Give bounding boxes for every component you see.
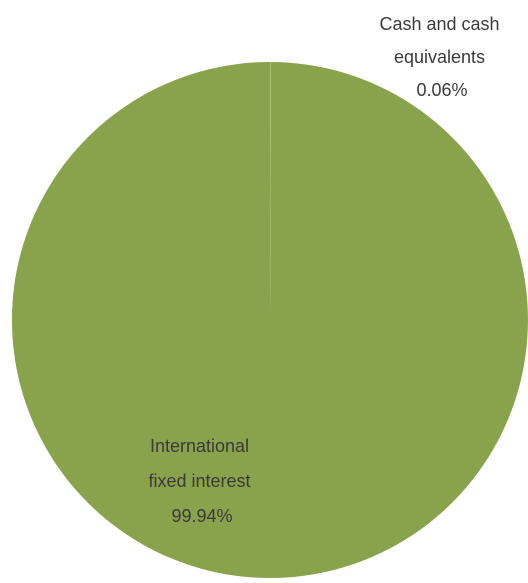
pie-slices [11, 62, 528, 578]
pie-slice-international-fixed-interest [11, 62, 528, 578]
slice-label-international-fixed-interest: International fixed interest 99.94% [148, 436, 255, 526]
slice-label-line: International [150, 436, 249, 456]
slice-label-line: fixed interest [148, 471, 250, 491]
slice-label-line: equivalents [394, 47, 485, 67]
slice-value-label: 0.06% [416, 80, 467, 100]
slice-label-line: Cash and cash [379, 14, 499, 34]
slice-value-label: 99.94% [171, 506, 232, 526]
pie-slice-cash-and-cash-equivalents [270, 62, 271, 320]
slice-label-cash-and-cash-equivalents: Cash and cash equivalents 0.06% [379, 14, 504, 100]
